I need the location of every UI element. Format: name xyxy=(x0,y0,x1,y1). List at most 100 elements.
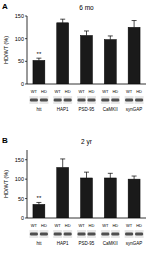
lane-label: HD xyxy=(89,89,95,94)
blot-band xyxy=(30,233,38,236)
bar xyxy=(128,179,140,218)
y-tick-label: 50 xyxy=(18,196,24,202)
blot-band xyxy=(88,99,96,102)
blot-band xyxy=(64,233,72,236)
lane-label: HD xyxy=(112,89,118,94)
y-axis xyxy=(27,150,28,218)
lane-label: HD xyxy=(41,223,47,228)
figure: A6 moHD/WT (%)050100150**WTHDhttWTHDHAP1… xyxy=(0,0,150,268)
blot-bg xyxy=(101,230,110,238)
y-tick-label: 100 xyxy=(15,36,24,42)
y-axis xyxy=(27,16,28,84)
y-tick-label: 100 xyxy=(15,176,24,182)
blot-bg xyxy=(125,230,134,238)
y-tick-label: 0 xyxy=(21,81,24,87)
blot-band xyxy=(135,233,143,236)
lane-label: WT xyxy=(78,89,85,94)
blot-bg xyxy=(135,96,144,104)
blot-bg xyxy=(29,230,38,238)
bar xyxy=(57,167,69,218)
blot-bg xyxy=(63,96,72,104)
blot-band xyxy=(111,233,119,236)
lane-label: HD xyxy=(89,223,95,228)
bar xyxy=(104,40,116,84)
category-label: synGAP xyxy=(126,107,143,112)
blot-bg xyxy=(39,230,48,238)
y-tick xyxy=(25,159,27,160)
y-tick-label: 150 xyxy=(15,13,24,19)
lane-label: HD xyxy=(136,89,142,94)
blot-band xyxy=(64,99,72,102)
lane-label: HD xyxy=(65,89,71,94)
lane-label: WT xyxy=(55,89,62,94)
bar xyxy=(33,204,45,218)
category-label: CaMKII xyxy=(103,241,118,246)
category-label: PSD-95 xyxy=(79,107,95,112)
blot-bg xyxy=(111,96,120,104)
error-bar xyxy=(36,202,41,204)
error-bar xyxy=(108,36,113,40)
blot-bg xyxy=(63,230,72,238)
error-bar xyxy=(84,31,89,36)
y-tick xyxy=(25,218,27,219)
bar xyxy=(104,178,116,218)
blot-band xyxy=(40,233,48,236)
panel: B2 yrHD/WT (%)050100150**WTHDhttWTHDHAP1… xyxy=(2,136,146,246)
lane-label: WT xyxy=(31,89,38,94)
y-tick-label: 150 xyxy=(15,157,24,163)
y-tick xyxy=(25,61,27,62)
title: 6 mo xyxy=(79,4,94,11)
y-tick xyxy=(25,84,27,85)
error-bar xyxy=(132,176,137,179)
lane-label: WT xyxy=(102,89,109,94)
lane-label: HD xyxy=(112,223,118,228)
blot-bg xyxy=(87,96,96,104)
error-bar xyxy=(36,58,41,60)
category-label: synGAP xyxy=(126,241,143,246)
blot-band xyxy=(40,99,48,102)
blot-bg xyxy=(125,96,134,104)
lane-label: HD xyxy=(136,223,142,228)
y-tick xyxy=(25,38,27,39)
bar xyxy=(33,60,45,84)
category-label: HAP1 xyxy=(57,107,69,112)
y-label: HD/WT (%) xyxy=(3,170,9,198)
blot-bg xyxy=(111,230,120,238)
title: 2 yr xyxy=(81,138,93,146)
y-tick xyxy=(25,198,27,199)
lane-label: HD xyxy=(41,89,47,94)
panel-label: A xyxy=(2,2,8,11)
blot-bg xyxy=(53,230,62,238)
bar xyxy=(81,35,93,84)
blot-bg xyxy=(77,230,86,238)
blot-band xyxy=(54,99,62,102)
bar xyxy=(128,27,140,84)
y-label: HD/WT (%) xyxy=(3,36,9,64)
annotation: ** xyxy=(37,195,42,201)
marks xyxy=(33,159,140,218)
y-tick xyxy=(25,179,27,180)
error-bar xyxy=(60,19,65,23)
lane-label: WT xyxy=(78,223,85,228)
category-label: htt xyxy=(36,241,42,246)
y-tick xyxy=(25,16,27,17)
blot-band xyxy=(125,233,133,236)
blot-band xyxy=(101,99,109,102)
error-bar xyxy=(132,21,137,28)
y-tick-label: 0 xyxy=(21,215,24,221)
blot-band xyxy=(125,99,133,102)
blot-bg xyxy=(39,96,48,104)
error-bar xyxy=(84,172,89,178)
blot-bg xyxy=(135,230,144,238)
blot-band xyxy=(101,233,109,236)
panel-label: B xyxy=(2,136,8,145)
blot-band xyxy=(30,99,38,102)
bar xyxy=(81,178,93,218)
y-tick-label: 50 xyxy=(18,58,24,64)
category-label: CaMKII xyxy=(103,107,118,112)
blot-bg xyxy=(87,230,96,238)
error-bar xyxy=(108,173,113,178)
blot-band xyxy=(88,233,96,236)
error-bar xyxy=(60,159,65,168)
category-label: PSD-95 xyxy=(79,241,95,246)
